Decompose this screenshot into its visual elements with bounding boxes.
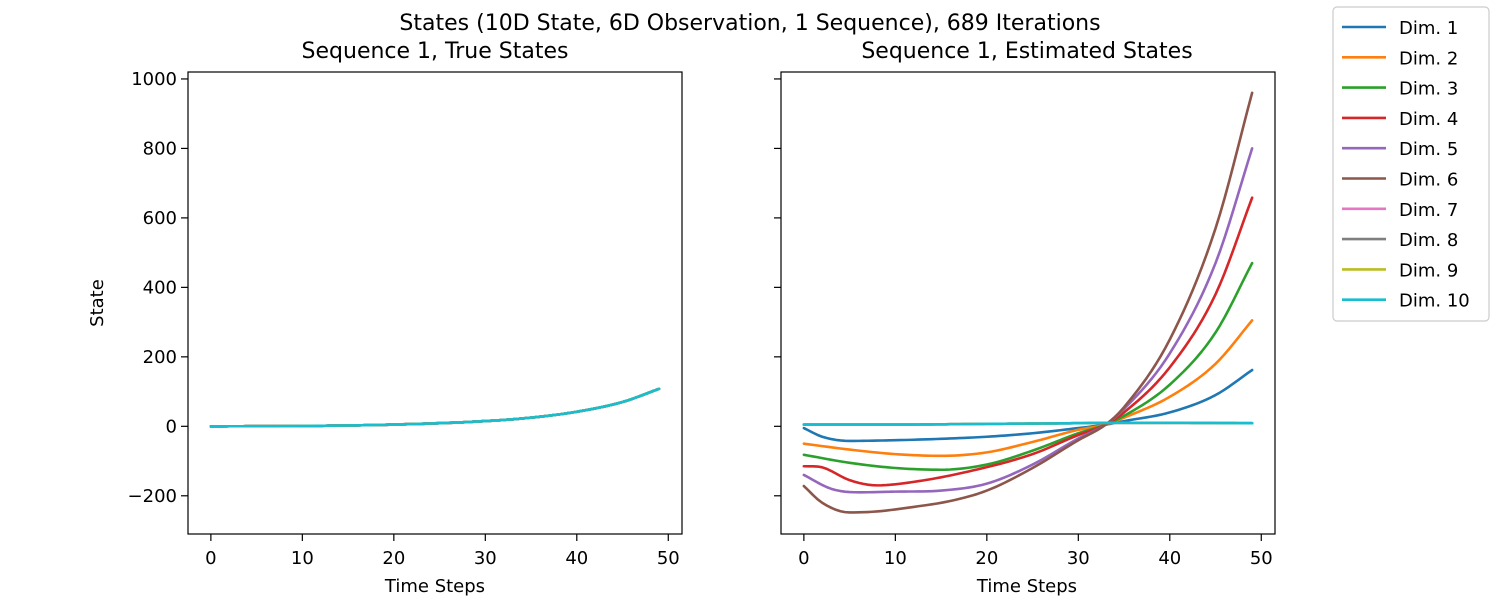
x-axis-label: Time Steps: [384, 576, 485, 597]
y-axis-label: State: [87, 279, 108, 327]
y-tick-label: 200: [143, 347, 177, 368]
x-ticks: 0 10 20 30 40 50: [205, 534, 680, 569]
legend-label: Dim. 6: [1399, 170, 1458, 191]
legend-label: Dim. 1: [1399, 18, 1458, 39]
series-lines: [209, 387, 661, 428]
figure-suptitle: States (10D State, 6D Observation, 1 Seq…: [399, 11, 1100, 36]
x-tick-label: 10: [291, 548, 314, 569]
panel-title: Sequence 1, Estimated States: [861, 39, 1192, 64]
series-line-dim-2: [802, 319, 1254, 458]
axes-frame: [780, 71, 1276, 535]
series-line-dim-1: [802, 368, 1254, 443]
x-axis-label: Time Steps: [976, 576, 1077, 597]
legend-label: Dim. 8: [1399, 230, 1458, 251]
series-line-dim-4: [802, 196, 1254, 487]
x-tick-label: 0: [205, 548, 216, 569]
x-tick-label: 30: [1067, 548, 1090, 569]
x-tick-label: 40: [1158, 548, 1181, 569]
y-tick-label: 800: [143, 138, 177, 159]
y-tick-label: 400: [143, 277, 177, 298]
series-line-dim-8: [209, 387, 661, 428]
series-line-dim-6: [209, 387, 661, 428]
x-tick-label: 10: [884, 548, 907, 569]
legend-label: Dim. 5: [1399, 139, 1458, 160]
legend-label: Dim. 2: [1399, 48, 1458, 69]
series-line-dim-6: [802, 91, 1254, 514]
legend-label: Dim. 3: [1399, 79, 1458, 100]
y-tick-label: 1000: [131, 69, 177, 90]
y-ticks: [774, 78, 781, 497]
x-tick-label: 20: [975, 548, 998, 569]
series-lines: [802, 91, 1254, 514]
panel-estimated-states: Sequence 1, Estimated States 0 10 20 30 40 50…: [774, 39, 1276, 597]
legend-box: [1332, 6, 1490, 322]
y-tick-label: 0: [166, 416, 177, 437]
legend-label: Dim. 10: [1399, 291, 1470, 312]
series-line-dim-5: [209, 387, 661, 428]
series-line-dim-10: [209, 387, 661, 428]
panel-true-states: Sequence 1, True States −200020040060080…: [87, 39, 683, 597]
y-ticks: −200 0 200 400 600 800 1000: [128, 69, 188, 507]
legend-label: Dim. 7: [1399, 200, 1458, 221]
axes-frame: [187, 71, 683, 535]
series-line-dim-1: [209, 387, 661, 428]
y-tick-label: −200: [128, 486, 177, 507]
x-tick-label: 0: [798, 548, 809, 569]
x-ticks: 0 10 20 30 40 50: [798, 534, 1273, 569]
x-tick-label: 50: [1250, 548, 1273, 569]
series-line-dim-3: [802, 261, 1254, 472]
x-tick-label: 20: [382, 548, 405, 569]
series-line-dim-9: [209, 387, 661, 428]
y-tick-label: 600: [143, 208, 177, 229]
series-line-dim-5: [802, 147, 1254, 494]
legend-label: Dim. 4: [1399, 109, 1458, 130]
x-tick-label: 30: [474, 548, 497, 569]
legend: Dim. 1 Dim. 2 Dim. 3 Dim. 4 Dim. 5 Dim. 6 Dim.…: [1332, 6, 1490, 322]
panel-title: Sequence 1, True States: [302, 39, 569, 64]
series-line-dim-2: [209, 387, 661, 428]
legend-label: Dim. 9: [1399, 260, 1458, 281]
series-line-dim-10: [802, 421, 1254, 426]
series-line-dim-3: [209, 387, 661, 428]
x-tick-label: 50: [657, 548, 680, 569]
x-tick-label: 40: [565, 548, 588, 569]
series-line-dim-7: [209, 387, 661, 428]
series-line-dim-4: [209, 387, 661, 428]
